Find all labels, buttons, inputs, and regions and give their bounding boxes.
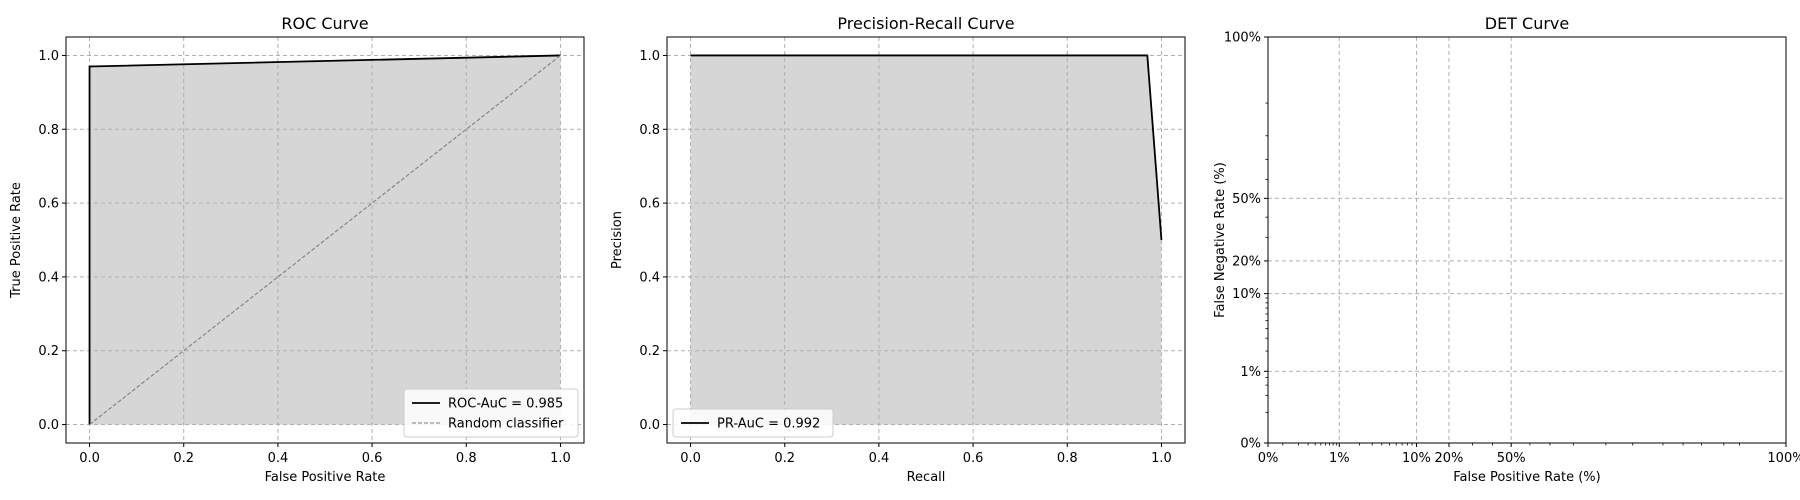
x-axis-label: Recall bbox=[907, 470, 946, 485]
x-tick-label-3: 10% bbox=[1402, 451, 1431, 466]
area-fill-1 bbox=[690, 55, 1162, 425]
y-tick-label-2: 0.2 bbox=[639, 344, 660, 359]
x-tick-label-2: 0.2 bbox=[173, 451, 194, 466]
y-axis-label: False Negative Rate (%) bbox=[1213, 162, 1228, 318]
y-tick-label-3: 0.4 bbox=[38, 270, 59, 285]
x-tick-label-5: 50% bbox=[1497, 451, 1526, 466]
chart-title: DET Curve bbox=[1485, 14, 1570, 33]
y-tick-label-5: 50% bbox=[1232, 192, 1261, 207]
chart-panel-3: 0% 1% 10% 20% 50% 100% 0% 1% 10% 20% 50% 100% DET Cu… bbox=[1213, 14, 1800, 485]
y-tick-label-1: 0.0 bbox=[38, 418, 59, 433]
x-tick-label-1: 0.0 bbox=[680, 451, 701, 466]
area-fill-1 bbox=[89, 55, 561, 425]
axes-frame bbox=[65, 36, 585, 444]
y-tick-label-6: 1.0 bbox=[38, 49, 59, 64]
x-tick-label-1: 0% bbox=[1258, 451, 1279, 466]
legend: ROC-AuC = 0.985 Random classifier bbox=[403, 388, 579, 438]
y-tick-label-4: 0.6 bbox=[38, 197, 59, 212]
legend-box bbox=[403, 388, 579, 438]
y-tick-label-3: 0.4 bbox=[639, 270, 660, 285]
chart-title: Precision-Recall Curve bbox=[837, 14, 1014, 33]
series-line-1 bbox=[690, 54, 1163, 241]
x-tick-label-1: 0.0 bbox=[79, 451, 100, 466]
x-tick-label-6: 1.0 bbox=[550, 451, 571, 466]
x-tick-label-3: 0.4 bbox=[869, 451, 890, 466]
legend-label-1: ROC-AuC = 0.985 bbox=[448, 397, 563, 412]
y-tick-label-3: 10% bbox=[1232, 287, 1261, 302]
y-tick-label-2: 0.2 bbox=[38, 344, 59, 359]
chart-panel-2: 0.0 0.2 0.4 0.6 0.8 1.0 0.0 0.2 0.4 0.6 0.8 1.0 Prec… bbox=[610, 14, 1186, 485]
legend-box bbox=[672, 408, 834, 438]
axes-frame bbox=[1267, 36, 1787, 444]
x-tick-label-4: 0.6 bbox=[362, 451, 383, 466]
x-tick-label-4: 20% bbox=[1435, 451, 1464, 466]
x-tick-label-6: 100% bbox=[1767, 451, 1800, 466]
x-tick-label-2: 1% bbox=[1329, 451, 1350, 466]
x-axis-label: False Positive Rate (%) bbox=[1453, 470, 1600, 485]
legend-label-2: Random classifier bbox=[448, 417, 564, 432]
series-line-1 bbox=[88, 54, 561, 425]
y-tick-label-1: 0.0 bbox=[639, 418, 660, 433]
y-tick-label-5: 0.8 bbox=[38, 123, 59, 138]
y-tick-label-4: 0.6 bbox=[639, 197, 660, 212]
x-tick-label-3: 0.4 bbox=[268, 451, 289, 466]
y-axis-label: Precision bbox=[610, 211, 625, 269]
x-tick-label-5: 0.8 bbox=[1057, 451, 1078, 466]
y-tick-label-6: 1.0 bbox=[639, 49, 660, 64]
legend-label-1: PR-AuC = 0.992 bbox=[717, 417, 820, 432]
y-tick-label-1: 0% bbox=[1240, 437, 1261, 452]
chart-title: ROC Curve bbox=[281, 14, 368, 33]
x-tick-label-2: 0.2 bbox=[774, 451, 795, 466]
y-tick-label-4: 20% bbox=[1232, 254, 1261, 269]
axes-frame bbox=[666, 36, 1186, 444]
series-line-2 bbox=[89, 55, 561, 425]
y-tick-label-5: 0.8 bbox=[639, 123, 660, 138]
y-tick-label-6: 100% bbox=[1224, 31, 1261, 46]
x-axis-label: False Positive Rate bbox=[265, 470, 386, 485]
chart-panel-1: 0.0 0.2 0.4 0.6 0.8 1.0 0.0 0.2 0.4 0.6 0.8 1.0 ROC … bbox=[9, 14, 585, 485]
y-axis-label: True Positive Rate bbox=[9, 182, 24, 299]
x-tick-label-5: 0.8 bbox=[456, 451, 477, 466]
legend: PR-AuC = 0.992 bbox=[672, 408, 834, 438]
x-tick-label-4: 0.6 bbox=[963, 451, 984, 466]
x-tick-label-6: 1.0 bbox=[1151, 451, 1172, 466]
y-tick-label-2: 1% bbox=[1240, 365, 1261, 380]
